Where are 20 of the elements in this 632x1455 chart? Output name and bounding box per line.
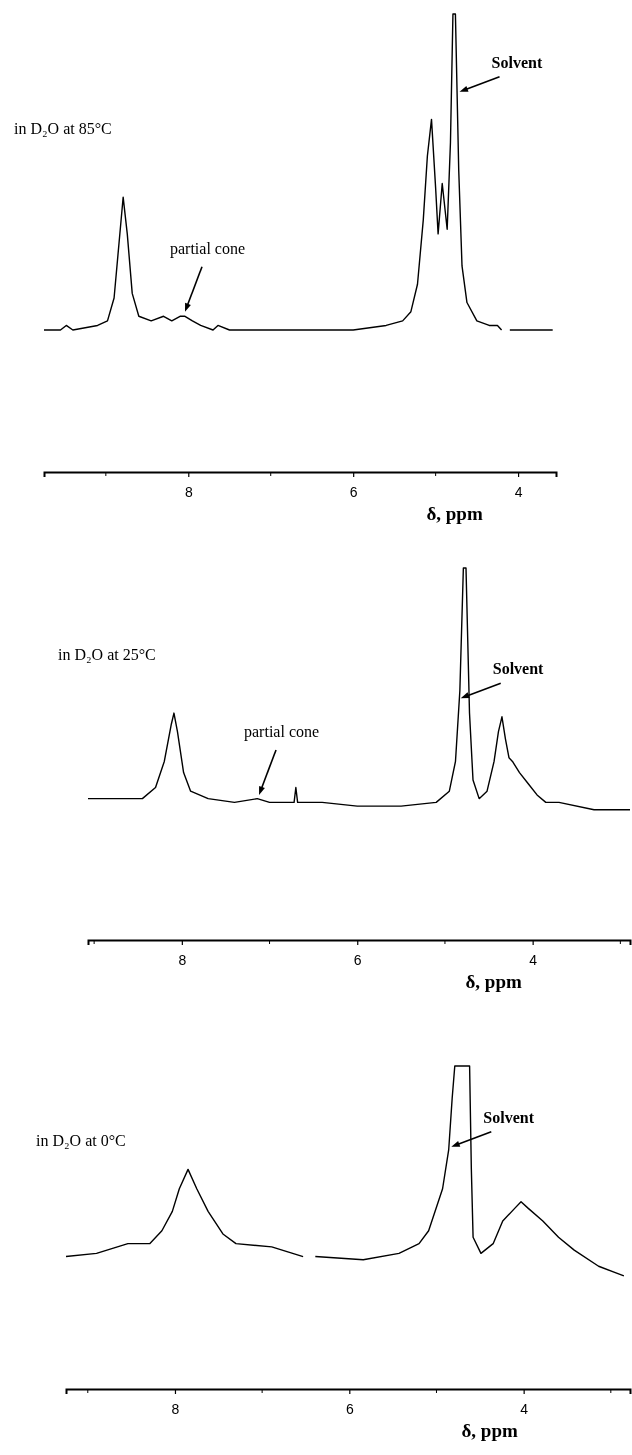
text: in D₂O at 0°C bbox=[36, 1131, 126, 1149]
x-tick-label: 4 bbox=[514, 483, 523, 500]
x-tick-label: 6 bbox=[345, 1400, 354, 1417]
annotation: Solvent bbox=[491, 53, 543, 71]
x-tick-label: 6 bbox=[353, 951, 362, 968]
annotation: Solvent bbox=[492, 660, 545, 678]
annotation: partial cone bbox=[169, 239, 246, 258]
annotation: partial cone bbox=[244, 722, 320, 741]
x-axis-title: δ, ppm bbox=[461, 1420, 518, 1441]
x-tick-label: 8 bbox=[178, 951, 187, 968]
x-tick-label: 8 bbox=[184, 483, 193, 500]
x-tick-label: 6 bbox=[349, 483, 358, 500]
text: in D₂O at 85°C bbox=[14, 120, 112, 138]
x-axis-title: δ, ppm bbox=[465, 971, 522, 992]
text: in D₂O at 25°C bbox=[58, 646, 156, 664]
x-axis-title: δ, ppm bbox=[426, 503, 483, 524]
annotation: Solvent bbox=[483, 1108, 535, 1126]
x-tick-label: 4 bbox=[529, 951, 538, 968]
x-tick-label: 8 bbox=[171, 1400, 180, 1417]
x-tick-label: 4 bbox=[520, 1400, 529, 1417]
